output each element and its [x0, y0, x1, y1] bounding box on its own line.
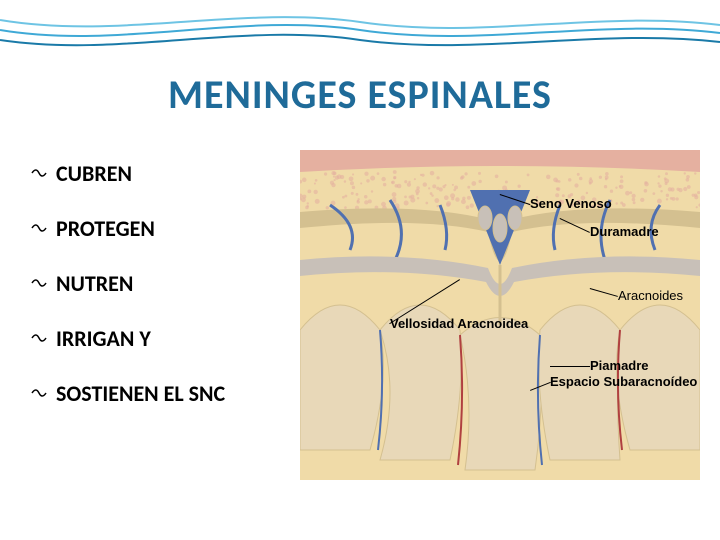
bullet-item: PROTEGEN: [30, 215, 280, 242]
bullet-text: NUTREN: [56, 270, 133, 297]
wave-decoration: [0, 0, 720, 60]
label-line: [550, 366, 590, 367]
bullet-item: IRRIGAN Y: [30, 325, 280, 352]
bullet-text: IRRIGAN Y: [56, 325, 151, 352]
page-title: MENINGES ESPINALES: [0, 70, 720, 119]
diagram-label-piamadre: Piamadre: [590, 358, 649, 373]
bullet-icon: [30, 160, 48, 187]
bullet-icon: [30, 380, 48, 407]
bullet-text: CUBREN: [56, 160, 132, 187]
bullet-text: PROTEGEN: [56, 215, 155, 242]
bullet-item: SOSTIENEN EL SNC: [30, 380, 280, 407]
bullet-icon: [30, 270, 48, 297]
bullet-icon: [30, 325, 48, 352]
bullet-item: CUBREN: [30, 160, 280, 187]
bullet-icon: [30, 215, 48, 242]
meninges-diagram: Seno Venoso Duramadre Aracnoides Vellosidad…: [300, 150, 700, 480]
diagram-label-duramadre: Duramadre: [590, 224, 659, 239]
diagram-label-seno_venoso: Seno Venoso: [530, 196, 612, 211]
diagram-label-aracnoides: Aracnoides: [618, 288, 683, 303]
diagram-svg: [300, 150, 700, 480]
diagram-label-espacio: Espacio Subaracnoídeo: [550, 374, 697, 389]
bullet-item: NUTREN: [30, 270, 280, 297]
diagram-label-vellosidad: Vellosidad Aracnoidea: [390, 316, 528, 331]
bullet-list: CUBREN PROTEGEN NUTREN IRRIGAN Y SOSTIENEN E…: [30, 160, 280, 435]
bullet-text: SOSTIENEN EL SNC: [56, 380, 225, 407]
